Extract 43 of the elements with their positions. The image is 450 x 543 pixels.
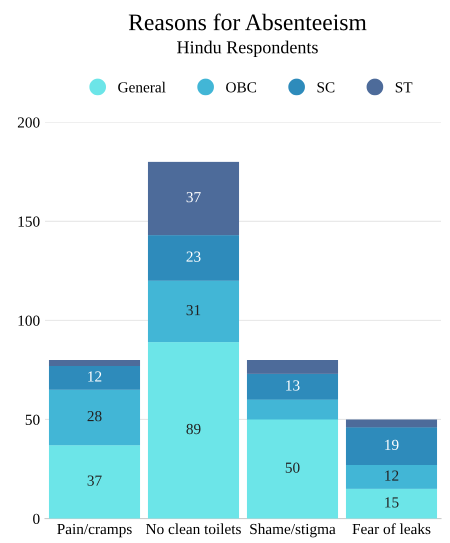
bar xyxy=(48,390,140,446)
y-tick-label: 200 xyxy=(18,117,40,128)
data-label: 31 xyxy=(186,305,200,316)
data-label: 12 xyxy=(385,470,398,481)
y-tick-label: 150 xyxy=(18,216,40,227)
bar xyxy=(246,360,338,374)
data-label: 23 xyxy=(186,251,201,262)
bar xyxy=(246,419,338,519)
data-label: 28 xyxy=(88,411,102,422)
bar xyxy=(346,488,438,519)
chart-title: Reasons for Absenteeism xyxy=(128,13,366,30)
bar xyxy=(148,280,240,342)
data-label: 89 xyxy=(186,424,201,434)
x-tick-label: No clean toilets xyxy=(146,523,241,534)
bar xyxy=(346,465,438,489)
y-tick-label: 100 xyxy=(18,316,40,326)
bar xyxy=(48,360,140,366)
bar xyxy=(148,342,240,519)
y-tick-label: 50 xyxy=(26,414,40,425)
bar xyxy=(346,419,438,428)
bar xyxy=(246,374,338,400)
data-label: 19 xyxy=(385,440,399,450)
bar xyxy=(346,427,438,466)
x-tick-label: Fear of leaks xyxy=(352,523,430,534)
data-label: 12 xyxy=(88,371,102,382)
legend-label: SC xyxy=(318,82,334,92)
bar xyxy=(48,366,140,390)
bar xyxy=(148,235,240,281)
legend-label: General xyxy=(118,82,166,92)
data-label: 13 xyxy=(286,380,300,391)
data-label: 15 xyxy=(385,497,399,508)
legend-label: OBC xyxy=(226,82,256,92)
bar xyxy=(148,162,240,236)
legend-label: ST xyxy=(396,82,412,92)
bar xyxy=(246,400,338,420)
bar xyxy=(48,445,140,519)
x-tick-label: Shame/stigma xyxy=(250,523,336,538)
chart-subtitle: Hindu Respondents xyxy=(177,40,318,58)
x-tick-label: Pain/cramps xyxy=(57,524,132,538)
data-label: 37 xyxy=(186,192,201,202)
y-tick-label: 0 xyxy=(33,514,40,524)
data-label: 37 xyxy=(88,475,102,486)
data-label: 50 xyxy=(286,462,300,473)
